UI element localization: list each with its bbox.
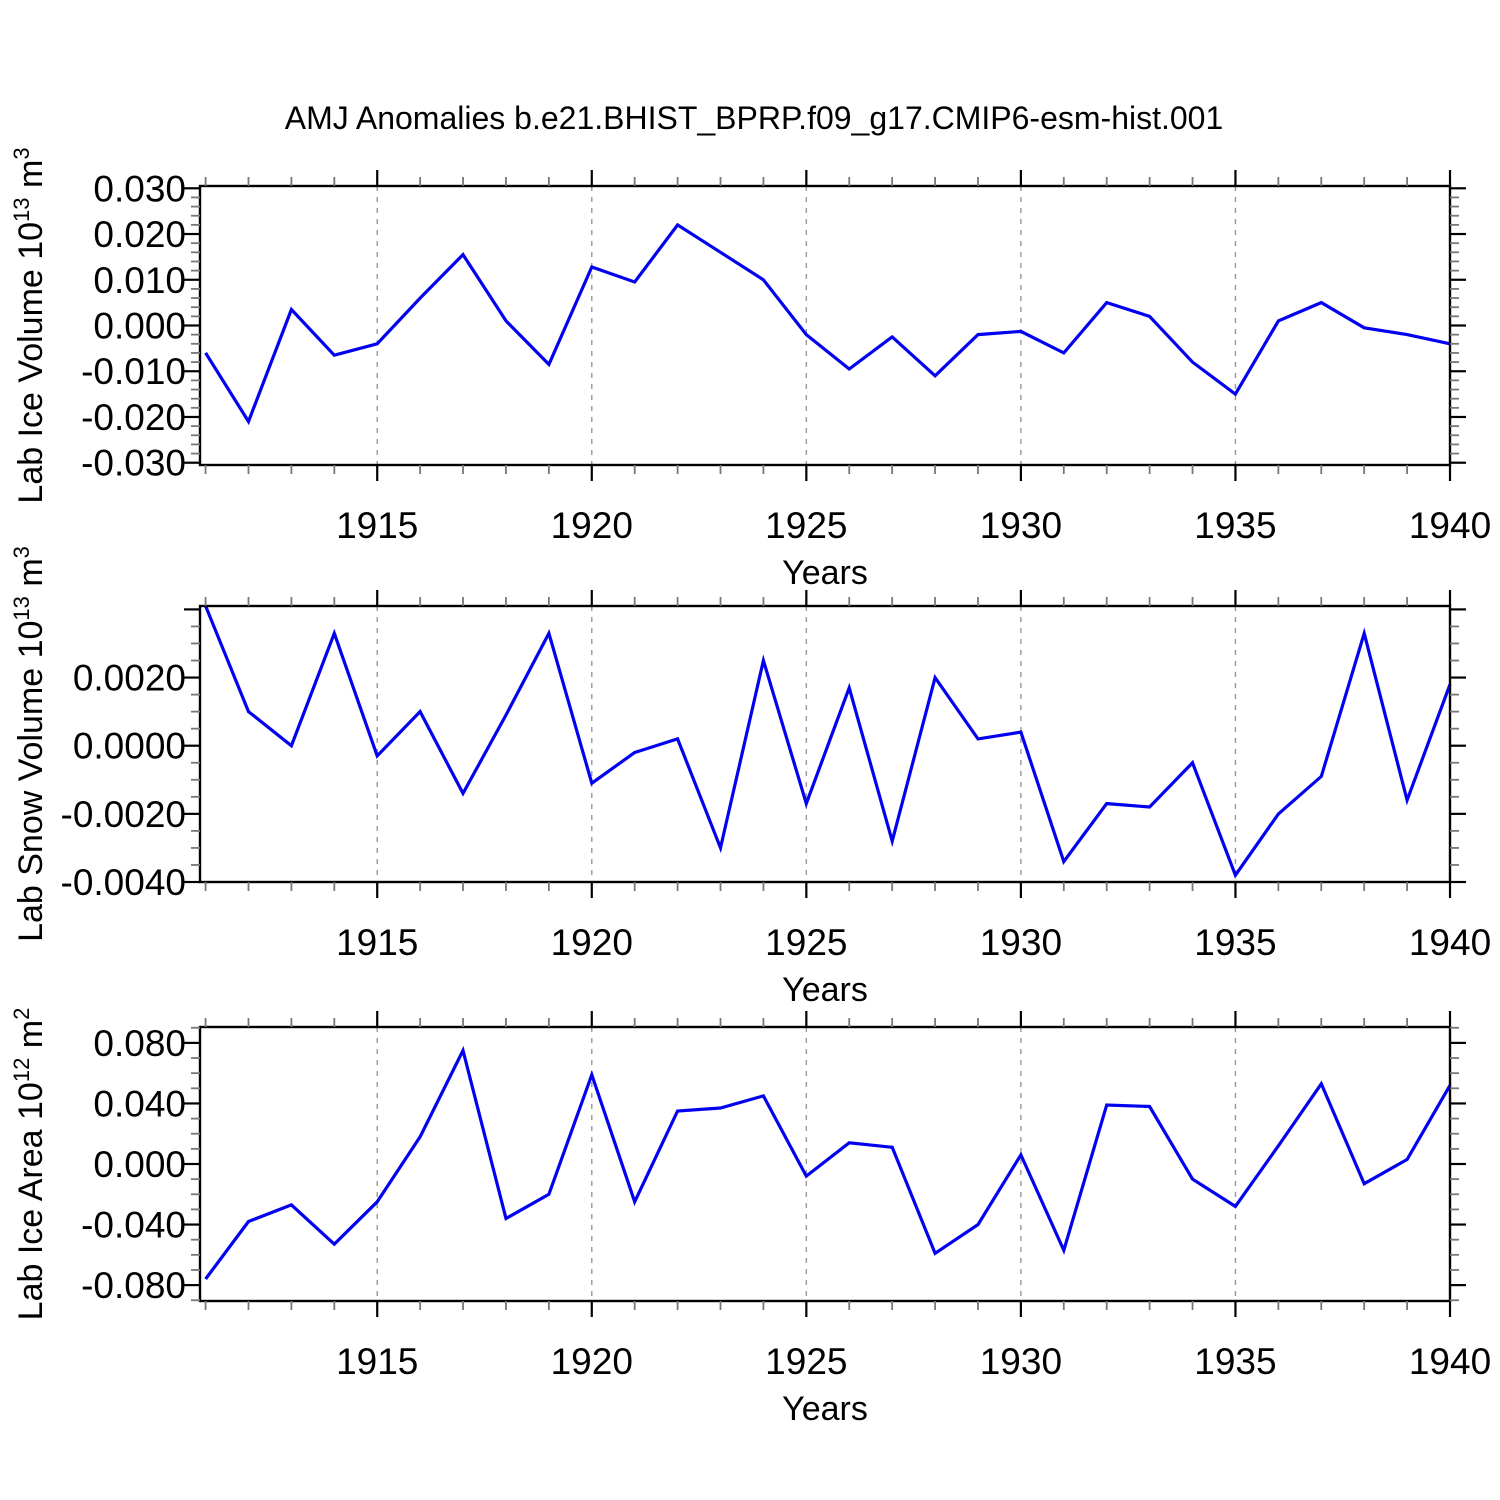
lab-snow-volume-y-ticks [184, 608, 1466, 884]
lab-ice-volume-y-tick-label: 0.030 [93, 168, 186, 209]
lab-ice-area-series-line [204, 1045, 1452, 1280]
lab-ice-area-y-tick-label: 0.000 [93, 1144, 186, 1185]
lab-ice-area-x-axis-label: Years [782, 1390, 868, 1428]
lab-snow-volume-series-line [204, 605, 1452, 879]
lab-snow-volume-x-tick-label-1930: 1930 [980, 922, 1062, 963]
lab-snow-volume-x-tick-label-1935: 1935 [1194, 922, 1276, 963]
lab-snow-volume-y-tick-label: -0.0020 [61, 794, 187, 835]
lab-ice-volume-x-tick-label-1930: 1930 [980, 505, 1062, 546]
charts-container: 1915 1920 1925 1930 1935 1940 0.030 0.020 0.010 0… [9, 147, 1491, 1428]
lab-ice-volume-x-tick-label-1915: 1915 [336, 505, 418, 546]
lab-snow-volume-y-axis-label: Lab Snow Volume 1013 m3 [9, 546, 50, 942]
chart-lab-ice-volume: 1915 1920 1925 1930 1935 1940 0.030 0.020 0.010 0… [9, 147, 1491, 592]
lab-ice-volume-series-line [204, 222, 1451, 426]
lab-ice-area-y-tick-label: 0.080 [93, 1023, 186, 1064]
lab-ice-volume-y-tick-label: -0.020 [81, 397, 186, 438]
lab-ice-area-y-tick-label: -0.040 [81, 1205, 186, 1246]
lab-ice-volume-y-tick-label: 0.010 [93, 260, 186, 301]
lab-ice-area-x-tick-label-1940: 1940 [1409, 1341, 1491, 1382]
lab-snow-volume-x-tick-label-1940: 1940 [1409, 922, 1491, 963]
lab-ice-volume-y-tick-label: -0.010 [81, 351, 186, 392]
lab-snow-volume-x-tick-label-1920: 1920 [551, 922, 633, 963]
lab-ice-volume-x-axis-label: Years [782, 554, 868, 592]
lab-snow-volume-x-axis-label: Years [782, 971, 868, 1009]
lab-snow-volume-x-ticks [204, 590, 1452, 898]
lab-ice-volume-x-tick-label-1935: 1935 [1194, 505, 1276, 546]
lab-ice-volume-y-tick-label: 0.020 [93, 214, 186, 255]
lab-snow-volume-y-tick-label: -0.0040 [61, 862, 187, 903]
lab-snow-volume-y-tick-label: 0.0000 [73, 726, 186, 767]
lab-ice-area-y-ticks [184, 1026, 1466, 1302]
lab-ice-area-y-axis-label: Lab Ice Area 1012 m2 [9, 1008, 50, 1321]
lab-ice-volume-y-axis-label: Lab Ice Volume 1013 m3 [9, 147, 50, 503]
lab-ice-volume-y-ticks [184, 187, 1466, 464]
lab-ice-area-y-tick-label: -0.080 [81, 1265, 186, 1306]
lab-snow-volume-y-tick-label: 0.0020 [73, 658, 186, 699]
lab-ice-volume-x-ticks [204, 170, 1452, 481]
chart-lab-snow-volume: 1915 1920 1925 1930 1935 1940 0.0020 0.0000 -0.0… [9, 546, 1491, 1009]
lab-ice-volume-x-tick-label-1940: 1940 [1409, 505, 1491, 546]
lab-snow-volume-x-tick-label-1925: 1925 [765, 922, 847, 963]
lab-ice-volume-x-tick-label-1925: 1925 [765, 505, 847, 546]
lab-ice-area-x-tick-label-1925: 1925 [765, 1341, 847, 1382]
lab-ice-volume-y-tick-label: 0.000 [93, 306, 186, 347]
lab-ice-area-x-ticks [204, 1011, 1452, 1317]
chart-lab-ice-area: 1915 1920 1925 1930 1935 1940 0.080 0.040 0.000 -… [9, 1008, 1491, 1428]
lab-ice-area-x-tick-label-1930: 1930 [980, 1341, 1062, 1382]
lab-ice-area-x-tick-label-1935: 1935 [1194, 1341, 1276, 1382]
lab-snow-volume-plot-frame [198, 604, 1452, 884]
lab-snow-volume-x-tick-label-1915: 1915 [336, 922, 418, 963]
figure-title: AMJ Anomalies b.e21.BHIST_BPRP.f09_g17.C… [285, 100, 1224, 136]
lab-ice-volume-y-tick-label: -0.030 [81, 443, 186, 484]
lab-ice-area-y-tick-label: 0.040 [93, 1083, 186, 1124]
lab-ice-volume-x-tick-label-1920: 1920 [551, 505, 633, 546]
lab-ice-area-x-tick-label-1915: 1915 [336, 1341, 418, 1382]
lab-ice-area-x-tick-label-1920: 1920 [551, 1341, 633, 1382]
